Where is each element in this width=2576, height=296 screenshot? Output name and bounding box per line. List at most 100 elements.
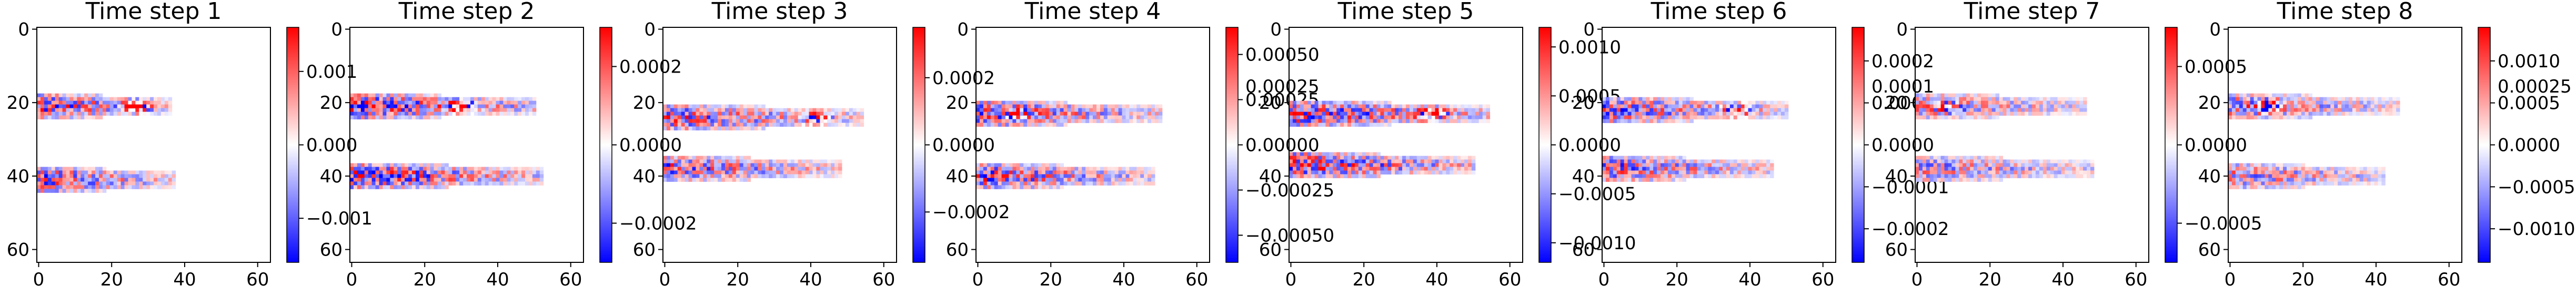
heatmap-cell [1966, 108, 1970, 113]
heatmap-cell [1766, 111, 1770, 116]
heatmap-cell [2283, 170, 2287, 175]
heatmap-cell [794, 123, 799, 127]
heatmap-cell [1300, 104, 1304, 109]
heatmap-cell [2003, 97, 2007, 101]
heatmap-cell [663, 119, 667, 124]
heatmap-cell [157, 100, 162, 105]
heatmap-cell [528, 174, 533, 178]
heatmap-cell [1318, 111, 1322, 116]
heatmap-cell [856, 111, 861, 116]
heatmap-cell [2032, 174, 2036, 178]
heatmap-cell [714, 174, 718, 178]
heatmap-cell [1700, 108, 1705, 113]
heatmap-cell [1929, 159, 1934, 164]
heatmap-cell [124, 100, 128, 105]
heatmap-cell [1114, 111, 1119, 116]
heatmap-cell [1664, 119, 1668, 124]
heatmap-cell [1755, 170, 1759, 175]
heatmap-cell [154, 181, 158, 186]
heatmap-cell [1944, 115, 1948, 120]
colorbar-tick-label: 0.000 [306, 135, 357, 156]
heatmap-cell [1999, 159, 2003, 164]
heatmap-cell [994, 115, 999, 120]
heatmap-cell [1311, 159, 1315, 164]
heatmap-cell [780, 163, 784, 167]
heatmap-cell [350, 167, 354, 171]
heatmap-cell [1438, 115, 1443, 120]
heatmap-cell [386, 93, 390, 98]
heatmap-cell [146, 108, 150, 113]
heatmap-cell [1922, 159, 1927, 164]
heatmap-cell [353, 170, 358, 175]
heatmap-cell [477, 111, 482, 116]
heatmap-cell [1667, 119, 1672, 124]
heatmap-cell [88, 93, 92, 98]
heatmap-cell [783, 167, 788, 171]
heatmap-cell [1999, 100, 2003, 105]
heatmap-cell [499, 111, 504, 116]
heatmap-cell [1292, 119, 1297, 124]
heatmap-cell [1675, 174, 1679, 178]
heatmap-cell [1325, 167, 1330, 171]
heatmap-cell [1387, 104, 1392, 109]
heatmap-cell [1653, 167, 1657, 171]
heatmap-cell [780, 174, 784, 178]
heatmap-cell [1940, 178, 1945, 182]
heatmap-cell [353, 108, 358, 113]
heatmap-cell [2239, 181, 2243, 186]
heatmap-cell [73, 174, 77, 178]
heatmap-cell [1966, 115, 1970, 120]
heatmap-cell [532, 174, 537, 178]
heatmap-cell [80, 185, 85, 189]
heatmap-cell [721, 119, 726, 124]
heatmap-cell [1431, 159, 1435, 164]
heatmap-cell [2083, 97, 2087, 101]
heatmap-cell [1078, 174, 1082, 178]
heatmap-cell [710, 163, 715, 167]
heatmap-cell [1667, 159, 1672, 164]
heatmap-cell [168, 100, 173, 105]
heatmap-cell [1661, 100, 1665, 105]
heatmap-cell [1737, 174, 1742, 178]
y-tick-label: 60 [320, 240, 343, 261]
heatmap-cell [1001, 123, 1005, 127]
heatmap-cell [2250, 167, 2255, 171]
heatmap-cell [718, 123, 722, 127]
heatmap-cell [2341, 167, 2346, 171]
heatmap-cell [360, 115, 365, 120]
heatmap-cell [408, 97, 412, 101]
y-tick-label: 60 [2198, 240, 2221, 261]
heatmap-cell [1726, 163, 1730, 167]
heatmap-cell [2293, 108, 2298, 113]
heatmap-cell [124, 181, 128, 186]
heatmap-cell [459, 178, 464, 182]
heatmap-cell [1991, 100, 1996, 105]
heatmap-cell [1122, 167, 1126, 171]
heatmap-cell [714, 123, 718, 127]
heatmap-cell [1988, 159, 1993, 164]
heatmap-cell [1442, 167, 1446, 171]
heatmap-cell [525, 178, 529, 182]
heatmap-cell [408, 163, 412, 167]
heatmap-cell [2242, 181, 2247, 186]
heatmap-cell [1748, 170, 1752, 175]
heatmap-cell [58, 189, 63, 193]
heatmap-cell [1755, 111, 1759, 116]
heatmap-cell [1416, 119, 1421, 124]
heatmap-cell [2239, 115, 2243, 120]
heatmap-cell [1675, 156, 1679, 160]
heatmap-cell [164, 100, 169, 105]
heatmap-cell [1467, 104, 1472, 109]
heatmap-cell [47, 189, 52, 193]
heatmap-cell [98, 185, 103, 189]
heatmap-cell [143, 108, 147, 113]
heatmap-cell [139, 174, 143, 178]
heatmap-cell [448, 111, 452, 116]
heatmap-cell [1347, 159, 1352, 164]
heatmap-cell [360, 97, 365, 101]
heatmap-cell [1100, 178, 1104, 182]
heatmap-cell [1951, 159, 1956, 164]
heatmap-cell [816, 111, 820, 116]
heatmap-cell [474, 111, 478, 116]
heatmap-cell [845, 111, 850, 116]
